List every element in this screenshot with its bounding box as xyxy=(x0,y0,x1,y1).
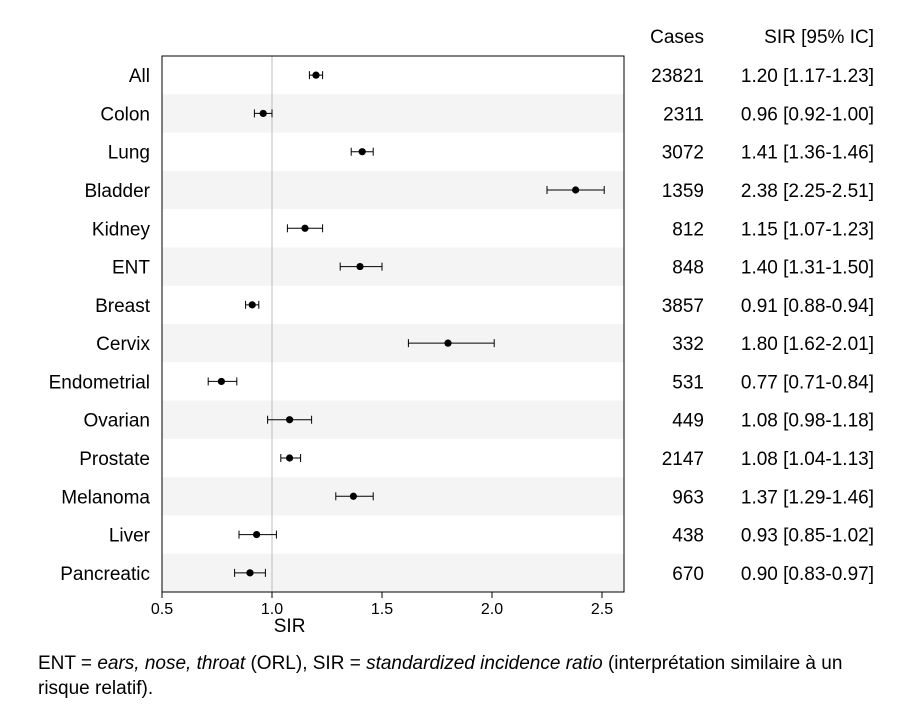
cases-value: 2311 xyxy=(663,104,704,125)
row-stripe xyxy=(162,94,624,133)
sir-value: 0.93 [0.85-1.02] xyxy=(741,526,874,547)
row-label: Kidney xyxy=(92,219,151,240)
cases-value: 3857 xyxy=(662,296,704,317)
point-estimate xyxy=(246,569,254,577)
row-stripe xyxy=(162,324,624,363)
cases-value: 1359 xyxy=(662,181,704,202)
row-label: Liver xyxy=(109,526,151,547)
footnote-text: ENT = xyxy=(38,653,98,674)
point-estimate xyxy=(253,530,261,539)
point-estimate xyxy=(286,454,294,462)
row-stripe xyxy=(162,400,624,439)
row-stripe xyxy=(162,247,624,286)
sir-value: 2.38 [2.25-2.51] xyxy=(741,181,874,202)
cases-value: 2147 xyxy=(662,449,704,470)
cases-value: 848 xyxy=(672,258,704,279)
sir-value: 0.91 [0.88-0.94] xyxy=(741,296,874,317)
point-estimate xyxy=(301,224,309,232)
footnote: ENT = ears, nose, throat (ORL), SIR = st… xyxy=(38,651,878,701)
forest-row: Endometrial 531 0.77 [0.71-0.84] xyxy=(49,372,874,393)
forest-row: Colon 2311 0.96 [0.92-1.00] xyxy=(100,104,874,125)
sir-value: 1.08 [0.98-1.18] xyxy=(741,411,874,432)
point-estimate xyxy=(358,148,366,156)
x-tick-label: 2.0 xyxy=(481,601,503,618)
forest-row: Kidney 812 1.15 [1.07-1.23] xyxy=(92,219,874,240)
sir-column-header: SIR [95% IC] xyxy=(764,27,874,48)
row-label: Pancreatic xyxy=(60,564,150,585)
footnote-ent-definition: ears, nose, throat xyxy=(97,653,246,674)
x-tick-label: 0.5 xyxy=(151,601,173,618)
cases-value: 812 xyxy=(672,219,704,240)
forest-row: Melanoma 963 1.37 [1.29-1.46] xyxy=(61,487,874,508)
sir-value: 1.15 [1.07-1.23] xyxy=(741,219,874,240)
cases-value: 3072 xyxy=(662,143,704,164)
x-tick-label: 1.5 xyxy=(371,601,393,618)
point-estimate xyxy=(217,377,225,386)
footnote-sir-definition: standardized incidence ratio xyxy=(366,653,603,674)
sir-value: 1.41 [1.36-1.46] xyxy=(741,143,874,164)
rows: All 23821 1.20 [1.17-1.23] Colon 2311 0.96 [0… xyxy=(49,66,874,585)
forest-row: Prostate 2147 1.08 [1.04-1.13] xyxy=(79,449,874,470)
forest-row: Breast 3857 0.91 [0.88-0.94] xyxy=(95,296,874,317)
sir-value: 0.90 [0.83-0.97] xyxy=(741,564,874,585)
cases-value: 670 xyxy=(672,564,704,585)
sir-value: 1.40 [1.31-1.50] xyxy=(741,258,874,279)
forest-plot: 0.5 1.0 1.5 2.0 2.5 SIR Cases SIR [95% IC] A… xyxy=(49,27,874,637)
row-stripe xyxy=(162,477,624,516)
x-tick-label: 1.0 xyxy=(261,601,283,618)
forest-row: Lung 3072 1.41 [1.36-1.46] xyxy=(108,143,874,164)
forest-row: Bladder 1359 2.38 [2.25-2.51] xyxy=(85,181,875,202)
point-estimate xyxy=(356,262,364,271)
point-estimate xyxy=(572,186,580,194)
forest-row: Cervix 332 1.80 [1.62-2.01] xyxy=(96,334,874,355)
point-estimate xyxy=(286,416,294,424)
cases-value: 332 xyxy=(672,334,704,355)
row-label: Cervix xyxy=(96,334,150,355)
row-label: Lung xyxy=(108,143,150,164)
point-estimate xyxy=(248,301,256,309)
point-estimate xyxy=(312,71,320,79)
forest-row: All 23821 1.20 [1.17-1.23] xyxy=(129,66,874,87)
x-tick-label: 2.5 xyxy=(591,601,613,618)
footnote-text: (interprétation similaire à un risque re… xyxy=(38,653,843,699)
sir-value: 1.20 [1.17-1.23] xyxy=(741,66,874,87)
row-label: Breast xyxy=(95,296,151,317)
cases-value: 963 xyxy=(672,487,704,508)
row-label: Melanoma xyxy=(61,487,150,508)
point-estimate xyxy=(444,339,452,347)
point-estimate xyxy=(349,492,357,500)
cases-value: 23821 xyxy=(651,66,704,87)
row-label: Endometrial xyxy=(49,372,150,393)
row-stripe xyxy=(162,553,624,592)
row-label: Ovarian xyxy=(83,411,150,432)
forest-row: ENT 848 1.40 [1.31-1.50] xyxy=(112,258,874,279)
cases-value: 531 xyxy=(672,372,704,393)
row-label: All xyxy=(129,66,150,87)
cases-value: 438 xyxy=(672,526,704,547)
forest-row: Ovarian 449 1.08 [0.98-1.18] xyxy=(83,411,874,432)
sir-value: 1.08 [1.04-1.13] xyxy=(741,449,874,470)
cases-column-header: Cases xyxy=(650,27,704,48)
row-label: Prostate xyxy=(79,449,150,470)
row-label: Colon xyxy=(100,104,150,125)
cases-value: 449 xyxy=(672,411,704,432)
sir-value: 1.80 [1.62-2.01] xyxy=(741,334,874,355)
row-label: Bladder xyxy=(85,181,151,202)
point-estimate xyxy=(259,109,267,118)
sir-value: 1.37 [1.29-1.46] xyxy=(741,487,874,508)
forest-row: Liver 438 0.93 [0.85-1.02] xyxy=(109,526,874,547)
sir-value: 0.77 [0.71-0.84] xyxy=(741,372,874,393)
forest-row: Pancreatic 670 0.90 [0.83-0.97] xyxy=(60,564,874,585)
row-stripes xyxy=(162,94,624,592)
row-label: ENT xyxy=(112,258,150,279)
sir-value: 0.96 [0.92-1.00] xyxy=(741,104,874,125)
plot-frame xyxy=(161,55,625,593)
x-axis-label: SIR xyxy=(274,616,306,637)
x-axis: 0.5 1.0 1.5 2.0 2.5 xyxy=(151,592,613,618)
footnote-text: (ORL), SIR = xyxy=(245,653,367,674)
